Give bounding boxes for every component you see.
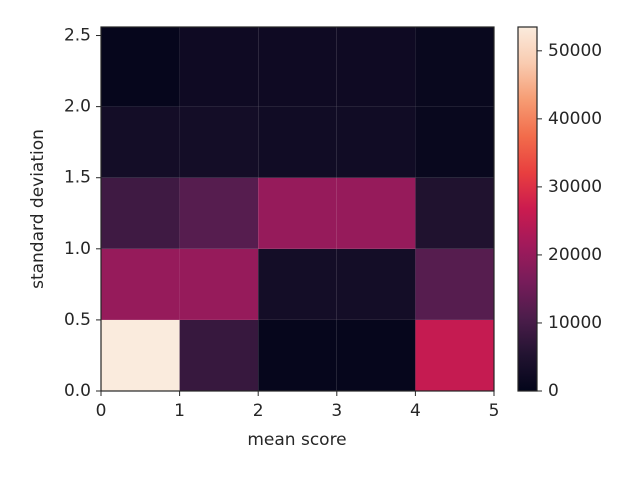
- colorbar-tick-label: 30000: [548, 177, 602, 197]
- colorbar-tick-label: 20000: [548, 245, 602, 265]
- x-tick-label: 2: [253, 401, 264, 421]
- cell: [101, 319, 180, 391]
- cell: [101, 177, 180, 249]
- x-tick-label: 4: [410, 401, 421, 421]
- y-tick-label: 1.0: [64, 239, 91, 259]
- x-tick-label: 5: [489, 401, 500, 421]
- cell: [258, 248, 337, 320]
- y-tick-label: 2.5: [64, 26, 91, 46]
- y-axis-label: standard deviation: [28, 129, 48, 289]
- colorbar-tick-label: 0: [548, 381, 559, 401]
- cell: [101, 27, 180, 107]
- cell: [336, 319, 416, 391]
- cell: [336, 27, 416, 107]
- y-tick-label: 1.5: [64, 168, 91, 188]
- colorbar-tick-label: 40000: [548, 109, 602, 129]
- colorbar: [517, 26, 538, 392]
- cell: [179, 319, 259, 391]
- x-tick-label: 1: [174, 401, 185, 421]
- colorbar-tick-label: 10000: [548, 313, 602, 333]
- cell: [415, 27, 494, 107]
- y-tick-label: 0.0: [64, 381, 91, 401]
- cell: [179, 27, 259, 107]
- colorbar-tick-label: 50000: [548, 41, 602, 61]
- cell: [258, 319, 337, 391]
- cell: [415, 319, 494, 391]
- cell: [101, 248, 180, 320]
- plot: [101, 27, 494, 391]
- cell: [336, 106, 416, 178]
- cell: [179, 106, 259, 178]
- cell: [415, 177, 494, 249]
- cell: [336, 248, 416, 320]
- x-tick-label: 3: [331, 401, 342, 421]
- cell: [415, 106, 494, 178]
- x-axis-label: mean score: [247, 430, 346, 450]
- cell: [179, 177, 259, 249]
- cell: [258, 177, 337, 249]
- cell: [179, 248, 259, 320]
- y-tick-label: 0.5: [64, 310, 91, 330]
- plot-frame: [100, 26, 495, 392]
- cell: [258, 106, 337, 178]
- cell: [258, 27, 337, 107]
- cell: [336, 177, 416, 249]
- y-tick-label: 2.0: [64, 97, 91, 117]
- cell: [415, 248, 494, 320]
- cell: [101, 106, 180, 178]
- x-tick-label: 0: [96, 401, 107, 421]
